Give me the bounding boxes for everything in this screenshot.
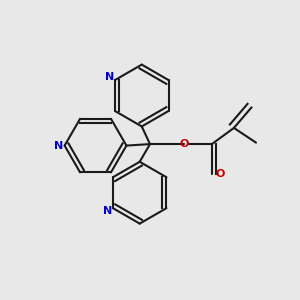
- Text: N: N: [105, 72, 115, 82]
- Text: N: N: [54, 141, 63, 151]
- Text: O: O: [179, 139, 188, 149]
- Text: N: N: [103, 206, 112, 216]
- Text: O: O: [216, 169, 225, 178]
